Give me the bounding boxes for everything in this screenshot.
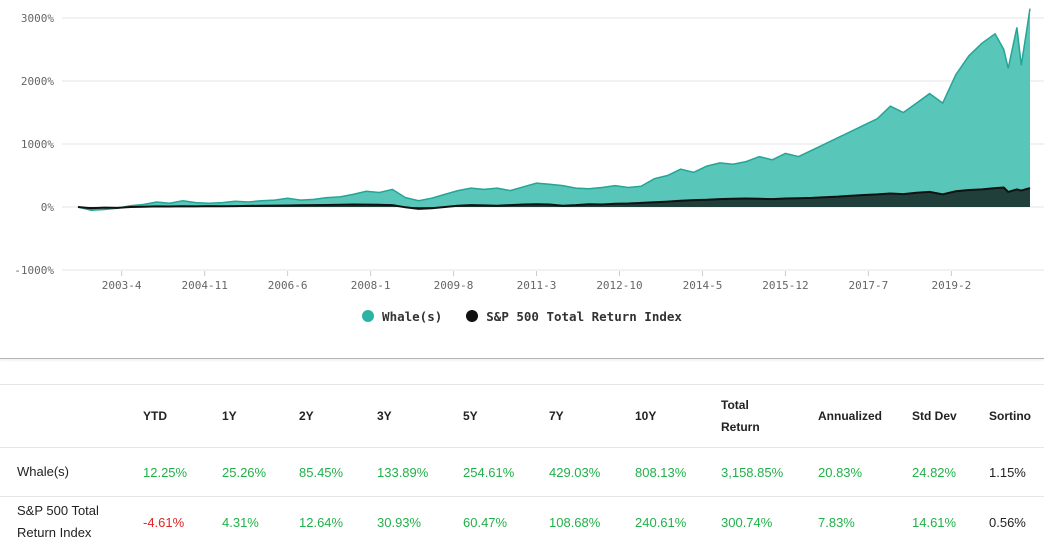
cell-3y: 30.93%	[377, 514, 422, 530]
y-tick-label: -1000%	[14, 264, 54, 277]
legend-dot-icon	[362, 310, 375, 322]
x-tick-label: 2009-8	[434, 279, 474, 292]
cell-ytd: -4.61%	[143, 514, 185, 530]
sp500-series-area	[78, 187, 1030, 209]
y-axis: 3000% 2000% 1000% 0% -1000%	[14, 12, 54, 277]
chart-svg: 3000%2000%1000%0%-1000% 2003-4 2004-11 200…	[14, 8, 1044, 292]
chart-legend: Whale(s) S&P 500 Total Return Index	[0, 306, 1044, 326]
legend-label: S&P 500 Total Return Index	[486, 308, 682, 324]
header-2y: 2Y	[299, 384, 377, 448]
cell-1y: 4.31%	[222, 514, 259, 530]
x-axis: 2003-4 2004-11 2006-6 2008-1 2009-8 2011-3 201…	[102, 271, 971, 292]
table-header-row: YTD 1Y 2Y 3Y 5Y 7Y 10Y Total Return Annua…	[0, 384, 1044, 448]
cell-std-dev: 24.82%	[912, 447, 989, 497]
row-name-line1: S&P 500 Total	[17, 503, 99, 518]
cell-5y: 254.61%	[463, 447, 549, 497]
cell-total-return: 3,158.85%	[721, 447, 818, 497]
cell-10y: 808.13%	[635, 447, 721, 497]
cell-sortino: 1.15%	[989, 447, 1044, 497]
header-7y: 7Y	[549, 384, 635, 448]
cell-std-dev: 14.61%	[912, 514, 957, 530]
header-3y: 3Y	[377, 384, 463, 448]
y-tick-label: 3000%	[21, 12, 54, 25]
x-tick-label: 2015-12	[762, 279, 808, 292]
whale-series-area	[78, 8, 1030, 211]
cell-3y: 133.89%	[377, 447, 463, 497]
header-total-line1: Total	[721, 398, 749, 412]
cell-1y: 25.26%	[222, 447, 299, 497]
header-5y: 5Y	[463, 384, 549, 448]
x-tick-label: 2006-6	[268, 279, 308, 292]
cell-total-return: 300.74%	[721, 514, 773, 530]
cell-sortino: 0.56%	[989, 514, 1026, 530]
header-10y: 10Y	[635, 384, 721, 448]
legend-label: Whale(s)	[382, 308, 443, 324]
section-divider	[0, 358, 1044, 359]
header-name	[0, 384, 143, 448]
header-total-line2: Return	[721, 420, 760, 434]
x-tick-label: 2014-5	[683, 279, 723, 292]
legend-item-sp500[interactable]: S&P 500 Total Return Index	[466, 309, 682, 324]
cell-ytd: 12.25%	[143, 447, 222, 497]
row-name: S&P 500 Total Return Index	[0, 497, 143, 548]
table-row-whale: Whale(s) 12.25% 25.26% 85.45% 133.89% 25…	[0, 447, 1044, 497]
y-tick-label: 1000%	[21, 138, 54, 151]
cell-7y: 108.68%	[549, 514, 601, 530]
header-total-return: Total Return	[721, 384, 818, 448]
x-tick-label: 2008-1	[351, 279, 391, 292]
cell-2y: 12.64%	[299, 514, 344, 530]
area-layer	[77, 8, 1031, 211]
x-tick-label: 2019-2	[932, 279, 972, 292]
cell-5y: 60.47%	[463, 514, 508, 530]
row-name: Whale(s)	[0, 447, 143, 497]
y-tick-label: 2000%	[21, 75, 54, 88]
header-sortino: Sortino	[989, 384, 1044, 448]
whale-series-line	[77, 8, 1031, 211]
x-tick-label: 2012-10	[596, 279, 642, 292]
performance-chart: 3000% 2000% 1000% 0% -1000% 2003-4 2004-11 200…	[0, 8, 1044, 326]
table-row-sp500: S&P 500 Total Return Index -4.61% 4.31% 1…	[0, 497, 1044, 548]
x-tick-label: 2003-4	[102, 279, 142, 292]
header-1y: 1Y	[222, 384, 299, 448]
header-annualized: Annualized	[818, 384, 912, 448]
cell-7y: 429.03%	[549, 447, 635, 497]
x-tick-label: 2017-7	[849, 279, 889, 292]
legend-item-whale[interactable]: Whale(s)	[362, 309, 442, 324]
cell-2y: 85.45%	[299, 447, 377, 497]
stats-table: YTD 1Y 2Y 3Y 5Y 7Y 10Y Total Return Annua…	[0, 384, 1044, 547]
header-ytd: YTD	[143, 384, 222, 448]
y-tick-label: 0%	[41, 201, 55, 214]
x-tick-label: 2004-11	[181, 279, 227, 292]
header-std-dev: Std Dev	[912, 384, 989, 448]
sp500-series-line	[77, 186, 1031, 210]
cell-10y: 240.61%	[635, 514, 687, 530]
cell-annualized: 20.83%	[818, 447, 912, 497]
legend-dot-icon	[466, 310, 479, 322]
cell-annualized: 7.83%	[818, 514, 855, 530]
row-name-line2: Return Index	[17, 525, 92, 540]
x-tick-label: 2011-3	[517, 279, 557, 292]
